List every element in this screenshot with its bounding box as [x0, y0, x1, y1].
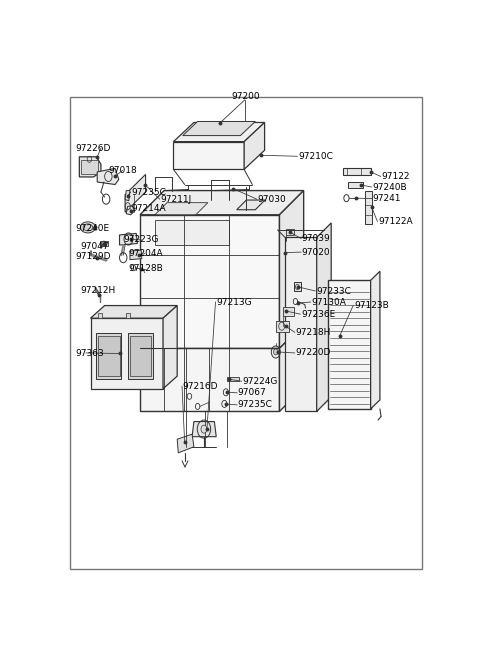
Text: 97211J: 97211J [160, 195, 192, 204]
Text: 97216D: 97216D [183, 382, 218, 391]
Bar [228, 377, 239, 381]
Polygon shape [140, 191, 304, 215]
Text: 97226D: 97226D [76, 143, 111, 153]
Text: 97214A: 97214A [132, 204, 166, 214]
Polygon shape [97, 168, 119, 185]
Polygon shape [155, 202, 208, 215]
Bar [98, 313, 102, 318]
Text: 97235C: 97235C [238, 400, 273, 409]
Polygon shape [120, 233, 137, 245]
Text: 97218H: 97218H [296, 328, 331, 337]
Bar [81, 160, 98, 174]
Text: 97204A: 97204A [129, 249, 164, 258]
Bar [130, 336, 151, 376]
Bar [100, 241, 108, 246]
Text: 97018: 97018 [108, 166, 137, 176]
Bar [348, 183, 363, 187]
Polygon shape [244, 122, 264, 170]
Bar [283, 307, 294, 316]
Text: 97223G: 97223G [123, 236, 159, 244]
Polygon shape [125, 174, 145, 212]
Bar [96, 333, 121, 379]
Bar [126, 313, 130, 318]
Polygon shape [328, 280, 371, 409]
Text: 97129D: 97129D [76, 252, 111, 261]
Text: 97363: 97363 [76, 349, 104, 358]
Polygon shape [317, 223, 331, 411]
Polygon shape [183, 121, 255, 136]
Text: 97236E: 97236E [301, 310, 336, 318]
Text: 97240E: 97240E [76, 224, 110, 233]
Polygon shape [371, 271, 380, 409]
Bar [286, 229, 294, 235]
Bar [155, 220, 229, 245]
Polygon shape [279, 191, 304, 348]
Text: 97047: 97047 [81, 242, 109, 251]
Bar [343, 168, 371, 176]
Polygon shape [163, 305, 177, 389]
Text: 97020: 97020 [302, 248, 330, 257]
Text: 97128B: 97128B [129, 264, 164, 273]
Polygon shape [140, 348, 279, 411]
Text: 97212H: 97212H [81, 286, 116, 295]
Text: 97123B: 97123B [354, 301, 389, 310]
Polygon shape [130, 250, 142, 259]
Polygon shape [237, 200, 265, 210]
Text: 97224G: 97224G [242, 377, 277, 386]
Bar [294, 282, 301, 291]
Bar [128, 333, 153, 379]
Polygon shape [285, 238, 317, 411]
Polygon shape [192, 422, 216, 437]
Circle shape [274, 349, 278, 355]
Text: 97200: 97200 [232, 92, 260, 101]
Text: 97235C: 97235C [132, 187, 166, 196]
Ellipse shape [81, 222, 96, 233]
Bar [98, 336, 120, 376]
Text: 97122A: 97122A [378, 217, 413, 226]
Polygon shape [126, 206, 134, 215]
Text: 97233C: 97233C [316, 287, 351, 296]
Circle shape [201, 425, 207, 433]
Polygon shape [279, 324, 304, 411]
Text: 97039: 97039 [302, 234, 331, 244]
Text: 97030: 97030 [257, 195, 286, 204]
Polygon shape [177, 434, 194, 453]
Text: 97213G: 97213G [216, 298, 252, 307]
Text: 97220D: 97220D [296, 348, 331, 358]
Bar [365, 191, 372, 224]
Text: 97067: 97067 [238, 388, 266, 398]
Polygon shape [91, 318, 163, 389]
Text: 97240B: 97240B [372, 183, 407, 191]
Text: 97241: 97241 [372, 194, 401, 203]
Text: 97130A: 97130A [312, 298, 347, 307]
Polygon shape [91, 305, 177, 318]
Polygon shape [173, 122, 264, 141]
Bar [276, 321, 289, 332]
Polygon shape [173, 141, 244, 170]
Text: 97122: 97122 [382, 172, 410, 181]
Polygon shape [79, 157, 101, 177]
Polygon shape [140, 215, 279, 348]
Polygon shape [125, 191, 130, 200]
Ellipse shape [83, 224, 93, 231]
Text: 97210C: 97210C [298, 152, 333, 161]
